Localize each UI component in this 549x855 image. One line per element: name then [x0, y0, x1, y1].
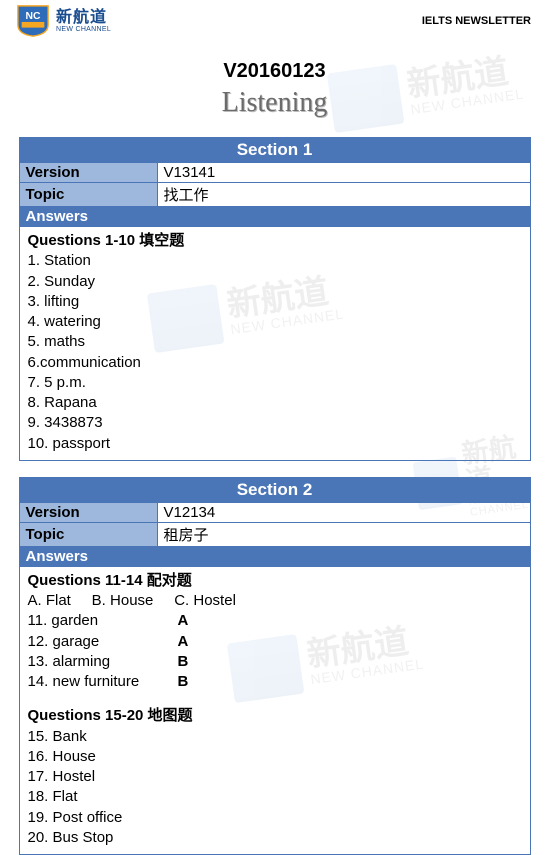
pair-value: A	[178, 611, 218, 631]
answer-line: 20. Bus Stop	[28, 828, 522, 848]
answer-line: 17. Hostel	[28, 767, 522, 787]
answer-line: 3. lifting	[28, 292, 522, 312]
section-2-body: Questions 11-14 配对题 A. Flat B. House C. …	[19, 566, 530, 854]
section-1-header: Section 1	[19, 138, 530, 163]
answer-line: 10. passport	[28, 434, 522, 454]
answer-line: 8. Rapana	[28, 393, 522, 413]
pair-label: 14. new furniture	[28, 672, 178, 692]
logo-text-en: NEW CHANNEL	[56, 26, 111, 33]
pair-value: B	[178, 672, 218, 692]
answer-line: 7. 5 p.m.	[28, 373, 522, 393]
section-2-options: A. Flat B. House C. Hostel	[28, 591, 522, 611]
logo: NC 新航道 NEW CHANNEL	[14, 4, 111, 38]
version-code: V20160123	[0, 60, 549, 83]
svg-text:NC: NC	[26, 11, 41, 22]
section-2-table: Section 2 Version V12134 Topic 租房子 Answe…	[19, 477, 531, 855]
answer-line: 6.communication	[28, 353, 522, 373]
section-1-q-heading: Questions 1-10 填空题	[28, 231, 522, 251]
answer-line: 19. Post office	[28, 808, 522, 828]
section-1-version-label: Version	[19, 163, 157, 183]
section-2-version-value: V12134	[157, 502, 530, 522]
section-1-topic-value: 找工作	[157, 183, 530, 207]
section-1-table: Section 1 Version V13141 Topic 找工作 Answe…	[19, 137, 531, 461]
page-header: NC 新航道 NEW CHANNEL IELTS NEWSLETTER	[0, 0, 549, 40]
answer-line: 15. Bank	[28, 727, 522, 747]
pair-value: A	[178, 632, 218, 652]
section-2-pairs: 11. gardenA12. garageA13. alarmingB14. n…	[28, 611, 218, 692]
answer-line: 9. 3438873	[28, 413, 522, 433]
section-1-version-value: V13141	[157, 163, 530, 183]
section-1-answers-label: Answers	[19, 207, 530, 227]
logo-badge-icon: NC	[14, 4, 52, 38]
section-2-answers-label: Answers	[19, 546, 530, 566]
answer-line: 2. Sunday	[28, 272, 522, 292]
section-2-q1-heading: Questions 11-14 配对题	[28, 571, 522, 591]
pair-label: 12. garage	[28, 632, 178, 652]
pair-label: 11. garden	[28, 611, 178, 631]
pair-value: B	[178, 652, 218, 672]
answer-line: 4. watering	[28, 312, 522, 332]
section-1-body: Questions 1-10 填空题 1. Station2. Sunday3.…	[19, 227, 530, 461]
logo-text-cn: 新航道	[56, 10, 111, 26]
section-2-q2-heading: Questions 15-20 地图题	[28, 706, 522, 726]
answer-line: 16. House	[28, 747, 522, 767]
title-block: V20160123 Listening	[0, 60, 549, 119]
section-2-topic-label: Topic	[19, 522, 157, 546]
section-2-header: Section 2	[19, 477, 530, 502]
answer-line: 5. maths	[28, 332, 522, 352]
pair-label: 13. alarming	[28, 652, 178, 672]
answer-line: 1. Station	[28, 251, 522, 271]
page-heading: Listening	[0, 87, 549, 119]
section-2-version-label: Version	[19, 502, 157, 522]
section-1-topic-label: Topic	[19, 183, 157, 207]
section-2-topic-value: 租房子	[157, 522, 530, 546]
answer-line: 18. Flat	[28, 787, 522, 807]
newsletter-label: IELTS NEWSLETTER	[422, 15, 531, 27]
